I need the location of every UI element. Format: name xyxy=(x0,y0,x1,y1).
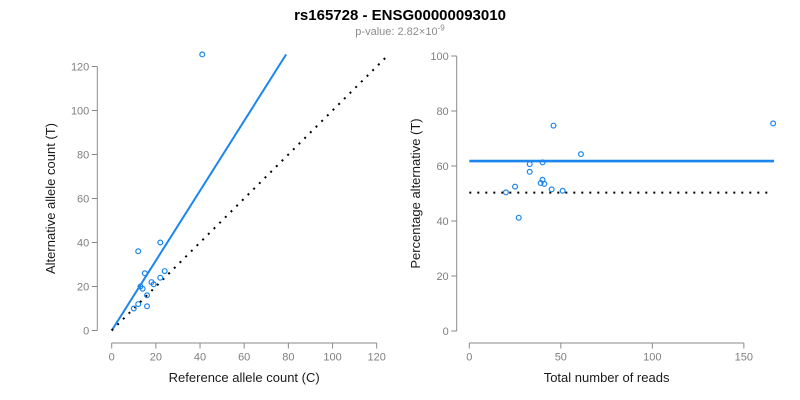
data-point xyxy=(157,239,164,246)
data-point xyxy=(199,51,206,58)
data-point xyxy=(144,303,151,310)
x-tick-label: 120 xyxy=(368,352,386,364)
pvalue-text: p-value: 2.82×10 xyxy=(355,26,438,38)
data-point xyxy=(512,183,519,190)
data-point xyxy=(139,285,146,292)
allele-count-scatter: 0 20 40 60 80 100 120 0 20 40 60 80 100 120 Reference … xyxy=(43,51,387,385)
data-point xyxy=(548,186,555,193)
percentage-scatter: 0 50 100 150 0 20 40 60 80 100 Total number of rea… xyxy=(408,51,777,385)
data-point xyxy=(161,268,168,275)
y-axis-title: Percentage alternative (T) xyxy=(408,118,423,268)
data-point xyxy=(559,187,566,194)
data-point xyxy=(502,189,509,196)
y-tick-label: 80 xyxy=(436,106,448,118)
data-point xyxy=(526,168,533,175)
y-tick-label: 20 xyxy=(436,271,448,283)
x-tick-label: 0 xyxy=(466,352,472,364)
data-point xyxy=(537,180,544,187)
figure-title: rs165728 - ENSG00000093010 xyxy=(294,7,506,24)
x-axis-title: Total number of reads xyxy=(544,370,670,385)
y-tick-label: 0 xyxy=(83,326,89,338)
y-tick-label: 0 xyxy=(443,326,449,338)
y-tick-label: 60 xyxy=(436,161,448,173)
x-axis-title: Reference allele count (C) xyxy=(169,370,320,385)
x-tick-label: 0 xyxy=(109,352,115,364)
figure-subtitle: p-value: 2.82×10-9 xyxy=(0,23,800,38)
x-tick-label: 50 xyxy=(555,352,567,364)
data-point xyxy=(144,292,151,299)
data-point xyxy=(157,274,164,281)
x-tick-label: 150 xyxy=(735,352,753,364)
identity-line xyxy=(110,56,387,332)
data-point xyxy=(135,301,142,308)
data-point xyxy=(515,214,522,221)
data-point xyxy=(541,180,548,187)
y-tick-label: 60 xyxy=(77,194,89,206)
y-tick-label: 120 xyxy=(71,62,89,74)
data-point xyxy=(550,122,557,129)
y-tick-label: 80 xyxy=(77,150,89,162)
y-tick-label: 100 xyxy=(71,106,89,118)
data-point xyxy=(130,305,137,312)
data-point xyxy=(577,151,584,158)
y-tick-label: 100 xyxy=(430,51,448,63)
data-point xyxy=(539,159,546,166)
x-tick-label: 100 xyxy=(643,352,661,364)
x-tick-label: 40 xyxy=(194,352,206,364)
y-tick-label: 20 xyxy=(77,282,89,294)
x-tick-label: 100 xyxy=(323,352,341,364)
data-point xyxy=(135,248,142,255)
y-tick-label: 40 xyxy=(436,216,448,228)
x-tick-label: 20 xyxy=(150,352,162,364)
data-point xyxy=(150,281,157,288)
pvalue-exponent: -9 xyxy=(437,23,445,33)
fit-line xyxy=(110,53,288,332)
data-point xyxy=(770,120,777,127)
data-point xyxy=(141,270,148,277)
x-tick-label: 60 xyxy=(238,352,250,364)
x-tick-label: 80 xyxy=(282,352,294,364)
y-axis-title: Alternative allele count (T) xyxy=(43,123,58,274)
data-point xyxy=(526,161,533,168)
y-tick-label: 40 xyxy=(77,238,89,250)
